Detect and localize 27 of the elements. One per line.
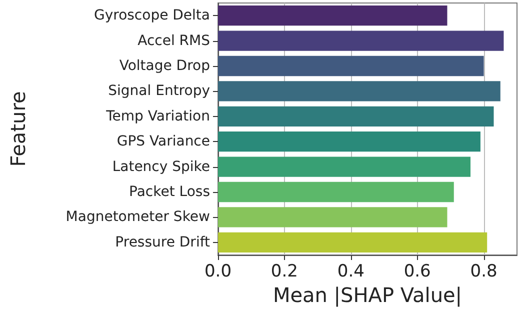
y-tick-label: Signal Entropy (108, 83, 210, 100)
y-tick-label: Temp Variation (105, 108, 210, 124)
x-tick-label: 0.0 (204, 262, 232, 282)
x-tick-label: 0.6 (404, 262, 431, 282)
x-tick-label: 0.4 (337, 262, 364, 282)
bar (218, 81, 500, 102)
x-tick-label: 0.8 (470, 262, 498, 282)
y-tick-label: Accel RMS (138, 32, 210, 49)
bar (218, 156, 470, 177)
bar (218, 30, 504, 51)
y-tick-label: Gyroscope Delta (94, 8, 210, 24)
y-axis-title: Feature (6, 91, 30, 167)
y-tick-label: Voltage Drop (119, 58, 210, 74)
bar (218, 232, 488, 252)
bar (218, 207, 448, 228)
x-tick-label: 0.2 (270, 262, 298, 282)
bar (218, 132, 480, 152)
y-tick-label: GPS Variance (116, 134, 210, 150)
y-tick-label: Latency Spike (112, 158, 210, 175)
y-tick-label: Packet Loss (129, 184, 210, 200)
bar (218, 182, 454, 202)
bar (218, 56, 484, 76)
bar (218, 6, 448, 26)
y-tick-label: Magnetometer Skew (66, 209, 210, 226)
x-axis-title: Mean |SHAP Value| (272, 283, 462, 307)
bar (218, 106, 494, 126)
y-tick-label: Pressure Drift (115, 234, 211, 250)
